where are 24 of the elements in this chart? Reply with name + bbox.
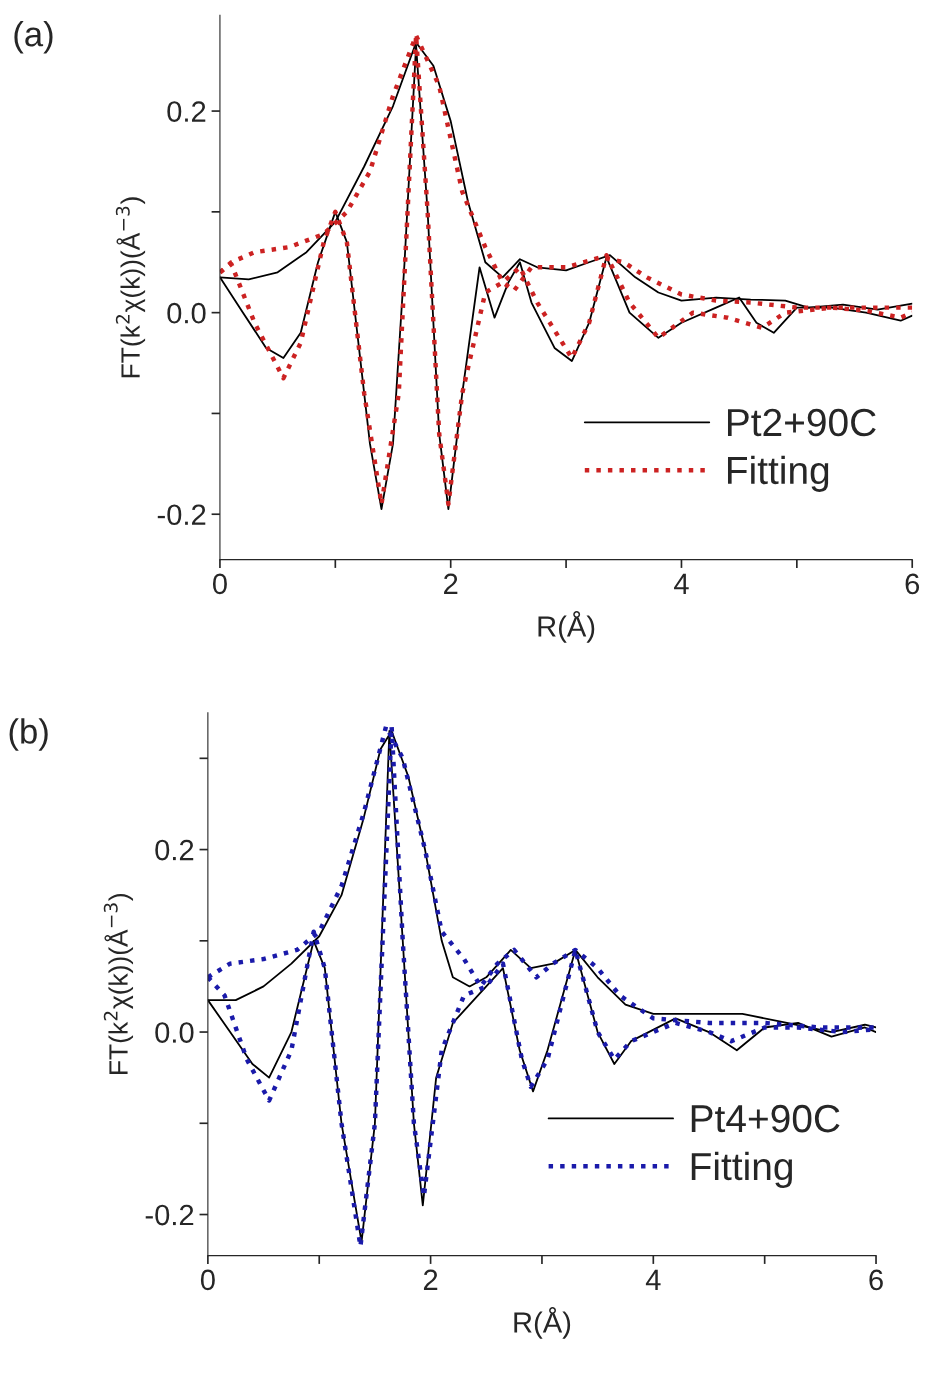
x-tick-label: 6 bbox=[869, 1269, 883, 1291]
y-axis-title: FT(k$^{2}$χ(k))(Å$^{−3}$) bbox=[103, 894, 134, 1074]
y-tick-label: 0.0 bbox=[167, 302, 206, 324]
chart-title: (a) bbox=[14, 21, 53, 54]
x-tick-label: 6 bbox=[905, 573, 920, 595]
x-tick-label: 4 bbox=[645, 1269, 661, 1290]
x-axis-title: R(Å) bbox=[514, 1307, 571, 1339]
y-tick-label: 0.0 bbox=[155, 1022, 194, 1043]
legend-label: Fitting bbox=[691, 1151, 793, 1189]
y-tick-label: 0.2 bbox=[155, 839, 194, 861]
x-axis-title: R(Å) bbox=[538, 611, 595, 643]
y-tick-label: 0.2 bbox=[167, 101, 206, 122]
legend-label: Pt2+90C bbox=[727, 408, 876, 437]
legend-label: Pt4+90C bbox=[691, 1104, 840, 1133]
x-tick-label: 0 bbox=[200, 1269, 215, 1291]
y-tick-label: -0.2 bbox=[157, 504, 206, 526]
y-axis-title: FT(k$^{2}$χ(k))(Å$^{−3}$) bbox=[115, 197, 146, 378]
x-tick-label: 4 bbox=[674, 573, 689, 594]
x-tick-label: 2 bbox=[444, 573, 458, 594]
x-tick-label: 2 bbox=[423, 1269, 438, 1290]
y-tick-label: -0.2 bbox=[145, 1204, 194, 1226]
x-tick-label: 0 bbox=[212, 573, 227, 595]
legend-label: Fitting bbox=[727, 455, 829, 492]
chart-title: (b) bbox=[9, 718, 48, 751]
